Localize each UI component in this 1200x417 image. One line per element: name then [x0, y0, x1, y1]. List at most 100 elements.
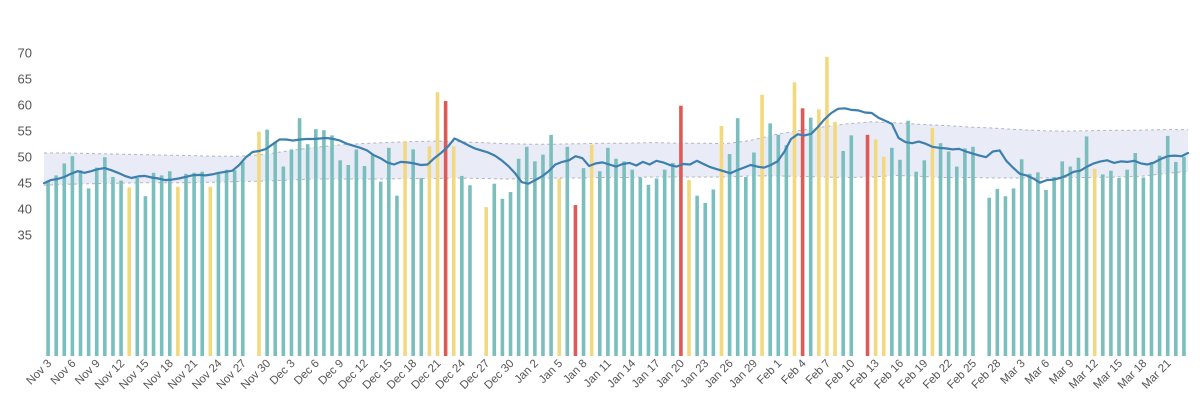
bar	[719, 126, 724, 356]
bar	[524, 146, 529, 356]
bar	[1027, 173, 1032, 356]
bar	[224, 169, 229, 356]
x-tick-label: Feb 1	[755, 358, 784, 387]
x-tick-label: Feb 4	[779, 357, 809, 387]
bar	[971, 146, 975, 356]
x-tick-label: Mar 6	[1023, 358, 1052, 387]
bar	[94, 167, 99, 356]
bar	[768, 123, 772, 357]
x-tick-label: Jan 5	[537, 358, 565, 386]
bar	[581, 168, 586, 356]
bar	[727, 154, 732, 356]
bar	[338, 160, 342, 356]
bar	[1141, 177, 1146, 356]
y-tick-label: 35	[18, 228, 32, 243]
x-tick-label: Mar 3	[999, 358, 1028, 387]
bar	[784, 145, 789, 356]
bars	[46, 56, 1186, 357]
bar	[646, 184, 651, 356]
bar	[946, 151, 951, 356]
bar	[143, 196, 148, 356]
bar	[151, 172, 156, 356]
bar	[468, 185, 472, 356]
bar	[630, 169, 635, 356]
bar	[873, 139, 878, 356]
bar	[1165, 135, 1170, 356]
bar	[297, 118, 302, 356]
bar	[86, 188, 91, 356]
x-tick-label: Nov 3	[24, 358, 54, 388]
bar	[184, 173, 188, 356]
bar	[200, 171, 205, 356]
bar	[1044, 189, 1048, 356]
bar	[127, 187, 131, 356]
bar	[70, 156, 75, 356]
bar	[395, 195, 399, 356]
bar	[922, 160, 927, 356]
x-tick-label: Jan 2	[513, 358, 541, 386]
bar	[1101, 174, 1105, 356]
bar	[589, 144, 594, 356]
bar	[451, 146, 456, 356]
bar	[1003, 196, 1008, 356]
bar	[938, 143, 943, 356]
bar	[654, 178, 659, 356]
y-tick-label: 60	[18, 98, 32, 113]
bar	[622, 161, 626, 356]
bar	[808, 117, 813, 357]
bar	[387, 147, 391, 356]
bar	[549, 134, 553, 356]
bar	[898, 159, 902, 356]
bar	[508, 192, 513, 356]
bar	[881, 156, 886, 356]
bar	[687, 180, 691, 356]
bar	[119, 180, 123, 356]
bar	[330, 135, 334, 356]
bar	[954, 166, 959, 356]
bar	[711, 189, 716, 356]
bar	[111, 176, 115, 356]
bar	[597, 171, 602, 356]
x-tick-label: Nov 6	[49, 358, 79, 388]
bar	[735, 118, 740, 356]
bar	[679, 105, 683, 356]
bar	[1149, 161, 1154, 356]
bar	[565, 146, 570, 356]
bar	[1174, 161, 1178, 356]
bar	[995, 188, 1000, 356]
y-tick-label: 40	[18, 202, 32, 217]
bar	[354, 149, 359, 356]
bar	[752, 152, 756, 356]
bar	[963, 148, 967, 356]
bar	[1052, 176, 1056, 356]
bar	[557, 178, 562, 356]
bar	[987, 197, 992, 356]
y-tick-label: 45	[18, 176, 32, 191]
bar	[1182, 156, 1186, 356]
x-tick-label: Dec 3	[268, 358, 298, 388]
bar	[265, 129, 269, 356]
bar	[906, 120, 910, 356]
bar	[1068, 166, 1073, 356]
bar	[484, 207, 488, 356]
moving-average-series	[42, 107, 1190, 185]
band-upper-edge	[44, 121, 1188, 157]
bar	[208, 186, 213, 356]
bar	[135, 178, 140, 356]
bar	[541, 154, 545, 356]
bar	[500, 198, 505, 356]
bar	[1019, 159, 1024, 356]
bar	[914, 171, 918, 356]
bar	[744, 176, 748, 356]
bar	[695, 195, 699, 356]
bar	[833, 121, 837, 356]
bar	[370, 154, 375, 356]
bar	[176, 186, 180, 356]
bar	[800, 108, 805, 356]
band-area	[44, 121, 1188, 186]
bar	[362, 166, 367, 356]
bar	[62, 163, 67, 356]
bar	[670, 162, 675, 356]
bar	[281, 166, 286, 356]
